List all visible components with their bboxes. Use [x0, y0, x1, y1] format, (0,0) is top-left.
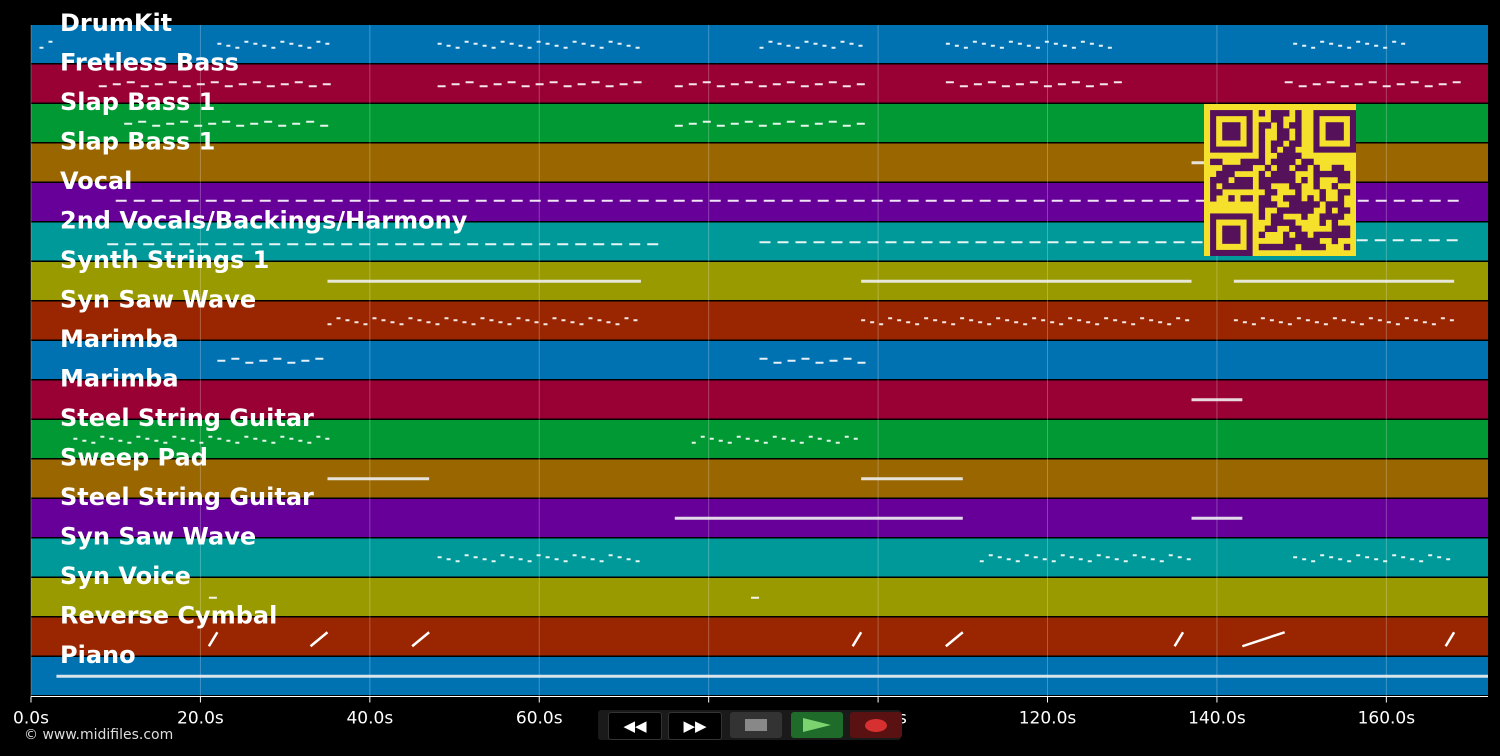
note-segment — [437, 81, 642, 88]
note-segment — [861, 477, 963, 481]
note-segment — [945, 631, 964, 648]
track-lane — [31, 380, 1488, 419]
track-name-label: Syn Saw Wave — [60, 523, 256, 551]
note-segment — [217, 40, 330, 49]
note-segment — [1444, 631, 1456, 647]
note-segment — [437, 554, 640, 563]
track-name-label: Syn Saw Wave — [60, 286, 256, 314]
note-segment — [759, 357, 866, 364]
note-segment — [1293, 554, 1451, 563]
note-segment — [861, 279, 1192, 283]
note-segment — [751, 596, 760, 599]
note-segment — [1173, 631, 1185, 647]
note-segment — [327, 477, 430, 481]
track-name-label: Reverse Cymbal — [60, 602, 277, 630]
track-name-label: Slap Bass 1 — [60, 88, 215, 116]
note-segment — [945, 40, 1112, 49]
note-segment — [56, 674, 1488, 678]
record-icon — [865, 718, 887, 732]
note-layer — [39, 40, 1488, 678]
note-segment — [1191, 516, 1243, 520]
note-segment — [98, 81, 331, 88]
track-name-label: Synth Strings 1 — [60, 246, 269, 274]
note-segment — [1241, 631, 1286, 648]
track-lane — [31, 420, 1488, 458]
note-segment — [1191, 398, 1243, 402]
note-segment — [1293, 40, 1406, 49]
time-tick-label: 20.0s — [177, 709, 224, 729]
note-segment — [107, 243, 659, 246]
note-segment — [39, 40, 53, 49]
note-segment — [309, 631, 329, 648]
transport-controls: ◀◀ ▶▶ — [598, 710, 902, 740]
fast-forward-button[interactable]: ▶▶ — [668, 712, 722, 740]
track-lane — [31, 64, 1488, 103]
track-lane — [31, 301, 1488, 340]
track-name-label: Steel String Guitar — [60, 483, 314, 511]
note-segment — [691, 435, 858, 444]
rewind-icon: ◀◀ — [623, 717, 647, 735]
track-lane — [31, 538, 1488, 577]
note-segment — [674, 516, 963, 520]
track-name-label: Syn Voice — [60, 562, 191, 590]
note-segment — [851, 631, 863, 647]
track-lane — [31, 578, 1488, 616]
track-lane — [31, 459, 1488, 498]
note-segment — [759, 40, 863, 49]
time-tick-label: 120.0s — [1019, 709, 1077, 729]
note-segment — [1233, 279, 1455, 283]
time-tick-label: 40.0s — [346, 709, 393, 729]
note-segment — [208, 596, 217, 599]
track-name-label: 2nd Vocals/Backings/Harmony — [60, 207, 468, 235]
note-segment — [861, 317, 1190, 326]
note-segment — [945, 81, 1122, 88]
note-segment — [1233, 317, 1454, 326]
note-segment — [437, 40, 640, 49]
note-segment — [217, 357, 324, 364]
stop-button[interactable] — [730, 712, 782, 738]
track-name-label: DrumKit — [60, 9, 172, 37]
note-segment — [327, 317, 638, 326]
track-lane — [31, 25, 1488, 63]
play-icon — [803, 718, 831, 732]
stop-icon — [745, 719, 767, 731]
rewind-button[interactable]: ◀◀ — [608, 712, 662, 740]
track-lane — [31, 617, 1488, 656]
record-button[interactable] — [850, 712, 902, 738]
copyright-text: © www.midifiles.com — [24, 727, 174, 743]
note-segment — [73, 435, 330, 444]
note-segment — [207, 631, 219, 647]
note-segment — [1284, 81, 1461, 88]
time-tick-label: 60.0s — [516, 709, 563, 729]
time-tick-label: 160.0s — [1358, 709, 1416, 729]
play-button[interactable] — [791, 712, 843, 738]
note-segment — [674, 120, 865, 127]
qr-code — [1204, 104, 1356, 256]
track-name-label: Slap Bass 1 — [60, 128, 215, 156]
track-name-label: Fretless Bass — [60, 49, 239, 77]
time-tick-label: 140.0s — [1188, 709, 1246, 729]
note-segment — [674, 81, 865, 88]
note-segment — [979, 554, 1191, 563]
note-segment — [411, 631, 430, 648]
note-segment — [124, 120, 329, 127]
time-tick-label: 0.0s — [13, 709, 49, 729]
track-name-label: Steel String Guitar — [60, 404, 314, 432]
track-name-label: Vocal — [60, 167, 132, 195]
track-name-label: Sweep Pad — [60, 444, 208, 472]
track-name-label: Marimba — [60, 325, 179, 353]
note-segment — [327, 279, 641, 283]
track-name-label: Piano — [60, 641, 136, 669]
fast-forward-icon: ▶▶ — [683, 717, 707, 735]
track-labels: DrumKit Fretless Bass Slap Bass 1 Slap Bass… — [60, 9, 468, 669]
track-name-label: Marimba — [60, 365, 179, 393]
track-lane — [31, 341, 1488, 379]
